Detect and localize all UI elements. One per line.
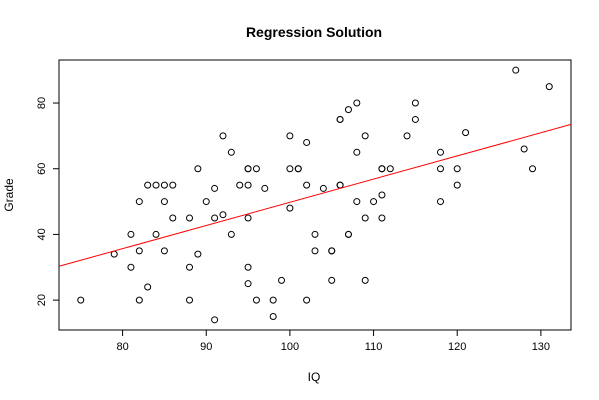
data-point xyxy=(211,316,219,324)
y-axis-label: Grade xyxy=(2,178,16,212)
data-point xyxy=(303,296,311,304)
data-point xyxy=(436,198,444,206)
data-point xyxy=(186,214,194,222)
data-point xyxy=(378,191,386,199)
data-point xyxy=(311,247,319,255)
data-point xyxy=(520,145,528,153)
data-point xyxy=(545,83,553,91)
data-point xyxy=(303,181,311,189)
data-point xyxy=(144,181,152,189)
data-point xyxy=(378,165,386,173)
data-point xyxy=(236,181,244,189)
data-point xyxy=(77,296,85,304)
x-axis-label: IQ xyxy=(308,370,321,384)
data-point xyxy=(336,115,344,123)
data-point xyxy=(529,165,537,173)
data-point xyxy=(453,181,461,189)
data-point xyxy=(294,165,302,173)
y-tick-label: 80 xyxy=(36,97,48,109)
data-point xyxy=(436,165,444,173)
data-point xyxy=(286,165,294,173)
scatter-points xyxy=(77,66,553,324)
data-point xyxy=(252,296,260,304)
data-point xyxy=(219,211,227,219)
data-point xyxy=(194,165,202,173)
data-point xyxy=(353,198,361,206)
data-point xyxy=(361,132,369,140)
data-point xyxy=(219,132,227,140)
y-tick-label: 20 xyxy=(36,294,48,306)
x-tick-label: 80 xyxy=(116,341,128,353)
data-point xyxy=(244,263,252,271)
data-point xyxy=(436,148,444,156)
data-point xyxy=(278,276,286,284)
data-point xyxy=(169,214,177,222)
data-point xyxy=(244,181,252,189)
data-point xyxy=(186,296,194,304)
data-point xyxy=(353,148,361,156)
data-point xyxy=(244,165,252,173)
data-point xyxy=(227,148,235,156)
data-point xyxy=(211,184,219,192)
x-tick-label: 90 xyxy=(200,341,212,353)
x-tick-label: 130 xyxy=(532,341,550,353)
data-point xyxy=(160,181,168,189)
data-point xyxy=(411,115,419,123)
data-point xyxy=(286,132,294,140)
data-point xyxy=(160,198,168,206)
data-point xyxy=(194,250,202,258)
data-point xyxy=(453,165,461,173)
data-point xyxy=(244,280,252,288)
data-point xyxy=(370,198,378,206)
data-point xyxy=(160,247,168,255)
y-axis: 20 40 60 80 xyxy=(36,97,60,306)
data-point xyxy=(152,230,160,238)
data-point xyxy=(202,198,210,206)
regression-line xyxy=(58,123,572,267)
x-axis: 80 90 100 110 120 130 xyxy=(116,329,550,353)
data-point xyxy=(144,283,152,291)
data-point xyxy=(328,247,336,255)
y-tick-label: 40 xyxy=(36,228,48,240)
data-point xyxy=(244,214,252,222)
x-tick-label: 120 xyxy=(448,341,466,353)
x-tick-label: 110 xyxy=(365,341,383,353)
data-point xyxy=(127,263,135,271)
data-point xyxy=(336,181,344,189)
data-point xyxy=(152,181,160,189)
data-point xyxy=(411,99,419,107)
data-point xyxy=(403,132,411,140)
data-point xyxy=(386,165,394,173)
data-point xyxy=(227,230,235,238)
data-point xyxy=(269,296,277,304)
data-point xyxy=(169,181,177,189)
data-point xyxy=(186,263,194,271)
x-tick-label: 100 xyxy=(281,341,299,353)
data-point xyxy=(328,276,336,284)
data-point xyxy=(311,230,319,238)
data-point xyxy=(286,204,294,212)
data-point xyxy=(344,230,352,238)
data-point xyxy=(261,184,269,192)
data-point xyxy=(462,129,470,137)
data-point xyxy=(512,66,520,74)
data-point xyxy=(127,230,135,238)
data-point xyxy=(135,296,143,304)
data-point xyxy=(211,214,219,222)
data-point xyxy=(303,138,311,146)
data-point xyxy=(252,165,260,173)
data-point xyxy=(269,313,277,321)
data-point xyxy=(344,106,352,114)
data-point xyxy=(378,214,386,222)
y-tick-label: 60 xyxy=(36,163,48,175)
data-point xyxy=(319,184,327,192)
data-point xyxy=(135,198,143,206)
chart-title: Regression Solution xyxy=(246,24,382,40)
data-point xyxy=(353,99,361,107)
data-point xyxy=(361,276,369,284)
data-point xyxy=(135,247,143,255)
data-point xyxy=(361,214,369,222)
